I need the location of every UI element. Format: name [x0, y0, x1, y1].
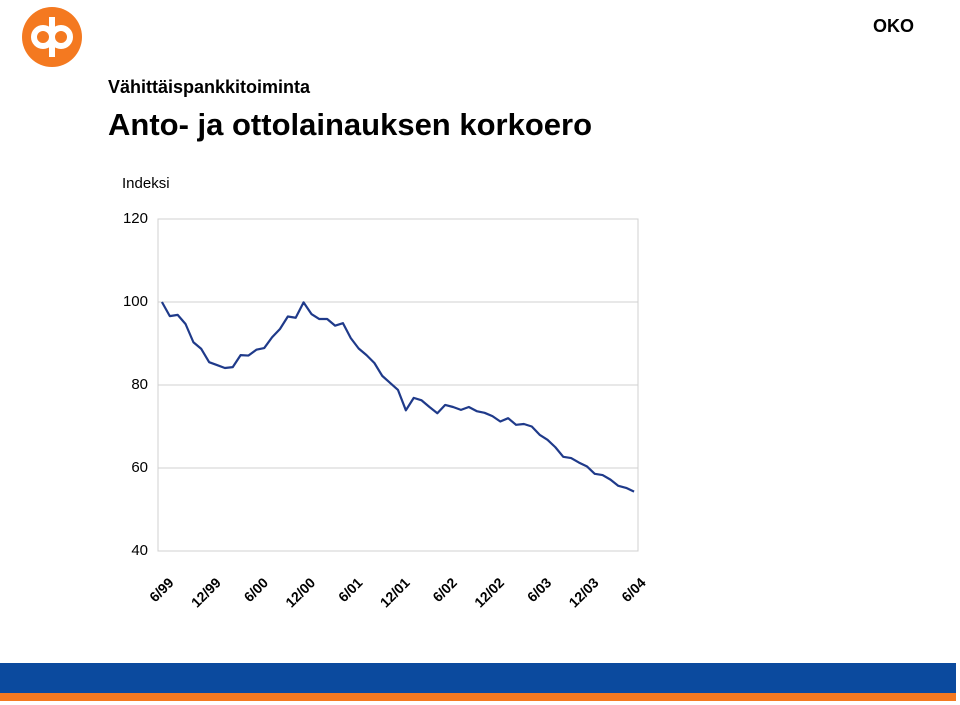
y-tick-label: 80 [131, 376, 148, 393]
logo [22, 7, 82, 67]
x-tick-label: 12/02 [471, 574, 507, 610]
x-tick-label: 6/00 [241, 574, 272, 605]
x-tick-label: 12/99 [188, 574, 224, 610]
y-tick-label: 100 [123, 293, 148, 310]
y-tick-label: 40 [131, 542, 148, 559]
x-tick-label: 12/03 [565, 574, 601, 610]
logo-bar [49, 17, 55, 57]
x-tick-label: 12/01 [377, 574, 413, 610]
title: Anto- ja ottolainauksen korkoero [108, 107, 592, 142]
footer-band [0, 663, 956, 693]
x-tick-label: 6/01 [335, 574, 366, 605]
y-tick-label: 60 [131, 459, 148, 476]
x-tick-label: 6/99 [146, 574, 177, 605]
subtitle: Vähittäispankkitoiminta [108, 77, 311, 97]
brand: OKO [873, 16, 914, 36]
x-tick-label: 12/00 [282, 574, 318, 610]
x-tick-label: 6/02 [429, 574, 460, 605]
y-tick-label: 120 [123, 210, 148, 227]
x-tick-label: 6/04 [618, 574, 649, 605]
footer-stripe [0, 693, 956, 701]
line-series [160, 301, 635, 493]
x-tick-label: 6/03 [524, 574, 555, 605]
y-axis-label: Indeksi [122, 175, 170, 192]
